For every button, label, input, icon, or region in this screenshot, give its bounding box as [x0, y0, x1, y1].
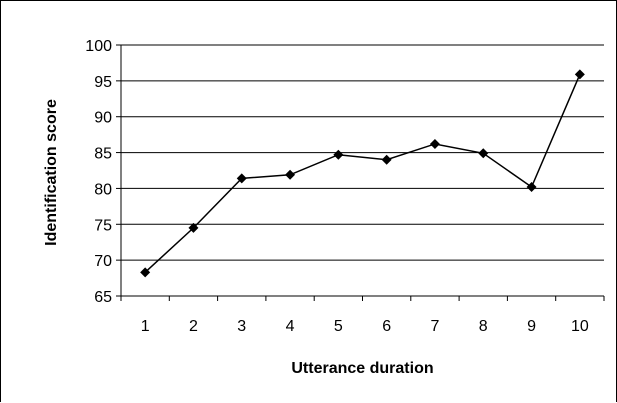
series-line — [144, 74, 581, 273]
x-tick-label: 3 — [237, 318, 246, 335]
gridlines — [121, 44, 604, 261]
data-point — [333, 149, 344, 160]
data-point — [478, 148, 489, 159]
x-axis-title: Utterance duration — [291, 360, 433, 377]
y-axis-title: Identification score — [43, 99, 60, 246]
x-tick-label: 2 — [189, 318, 198, 335]
data-point — [236, 173, 247, 184]
y-tick-label: 70 — [94, 253, 112, 270]
y-tick-label: 75 — [94, 217, 112, 234]
y-tick-label: 100 — [85, 38, 112, 55]
y-tick-label: 90 — [94, 110, 112, 127]
x-tick-label: 4 — [286, 318, 295, 335]
y-tick-label: 65 — [94, 289, 112, 306]
data-point — [526, 181, 537, 192]
y-tick-labels: 65 70 75 80 85 90 95 100 — [85, 38, 112, 306]
x-tick-label: 5 — [334, 318, 343, 335]
data-point — [429, 138, 440, 149]
data-point — [140, 267, 151, 278]
y-tick-label: 95 — [94, 74, 112, 91]
x-tick-label: 7 — [430, 318, 439, 335]
x-tick-label: 9 — [527, 318, 536, 335]
x-tick-label: 10 — [571, 318, 589, 335]
data-point — [188, 222, 199, 233]
x-tick-label: 8 — [479, 318, 488, 335]
x-tick-label: 6 — [382, 318, 391, 335]
data-point — [285, 169, 296, 180]
series-group — [140, 69, 585, 278]
axes — [116, 44, 605, 301]
y-tick-label: 80 — [94, 181, 112, 198]
data-point — [381, 154, 392, 165]
y-tick-label: 85 — [94, 146, 112, 163]
x-tick-labels: 1 2 3 4 5 6 7 8 9 10 — [141, 318, 589, 335]
x-tick-label: 1 — [141, 318, 150, 335]
data-point — [574, 69, 585, 80]
